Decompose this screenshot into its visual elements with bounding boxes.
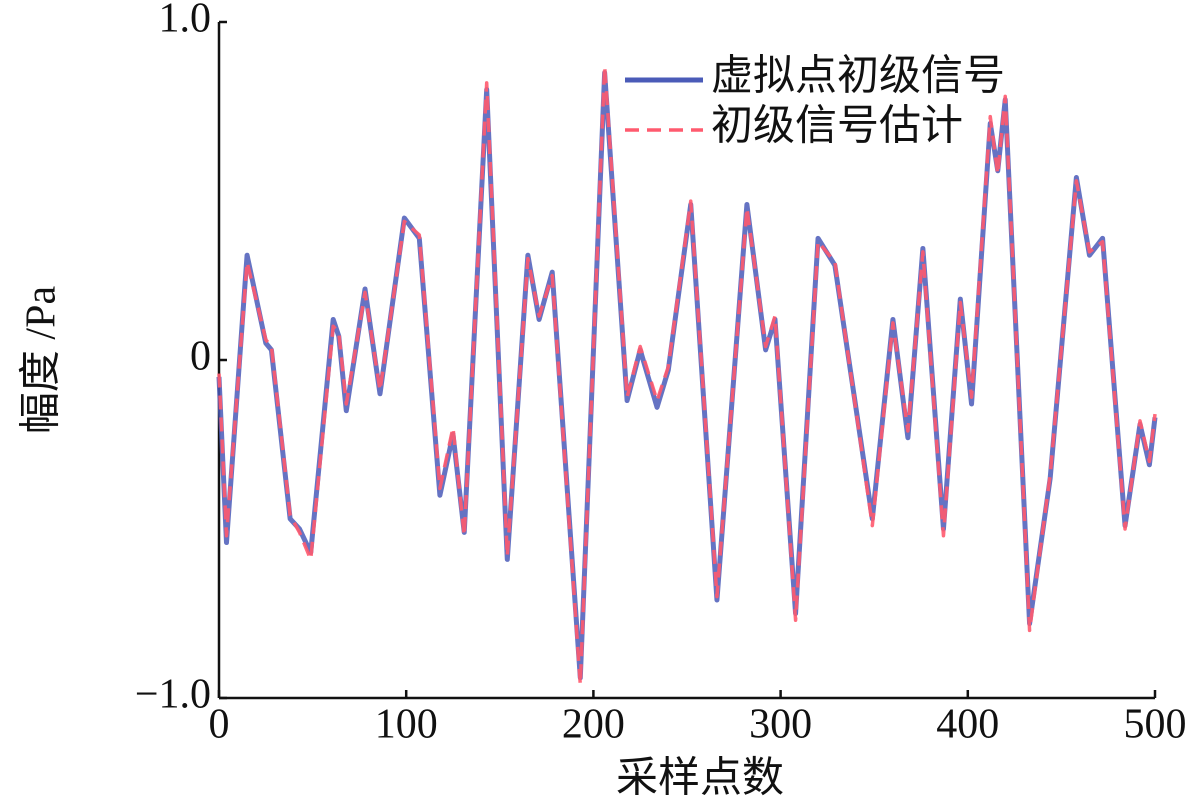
y-tick-label: −1.0 — [135, 672, 211, 718]
x-tick-label: 0 — [209, 702, 230, 748]
x-tick-label: 200 — [562, 702, 625, 748]
legend-label: 虚拟点初级信号 — [711, 54, 1005, 100]
x-tick-label: 100 — [375, 702, 438, 748]
x-tick-label: 300 — [749, 702, 812, 748]
data-line — [217, 64, 1157, 687]
y-tick-label: 1.0 — [159, 0, 212, 42]
y-axis-label: 幅度 /Pa — [19, 286, 65, 435]
data-line — [216, 70, 1158, 681]
legend-label: 初级信号估计 — [711, 104, 963, 150]
x-axis-label: 采样点数 — [616, 756, 784, 802]
x-tick-label: 400 — [936, 702, 999, 748]
x-tick-label: 500 — [1124, 702, 1187, 748]
y-tick-label: 0 — [190, 334, 211, 380]
